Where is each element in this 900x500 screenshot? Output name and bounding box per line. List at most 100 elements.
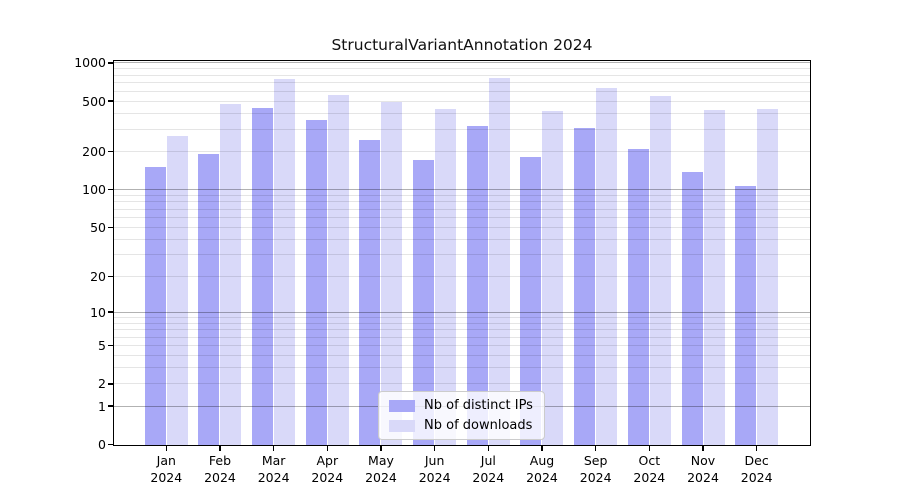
x-tick-month: Mar [261,453,286,468]
x-tick-label-jul: Jul 2024 [443,452,533,486]
x-tick-month: Aug [529,453,555,468]
y-tick-mark [108,188,114,191]
bar-downloads-apr [327,94,349,445]
x-tick-label-may: May 2024 [336,452,426,486]
bar-ips-jan [144,167,166,445]
bar-downloads-jul [488,78,510,445]
bar-ips-dec [735,185,757,445]
bar-downloads-dec [757,108,779,445]
bar-downloads-sep [596,88,618,445]
y-tick-label: 2 [98,376,106,392]
bar-downloads-nov [703,110,725,445]
y-tick-mark [108,226,114,229]
legend-item-ips: Nb of distinct IPs [389,398,544,413]
x-tick-year: 2024 [311,470,344,485]
x-tick-mark [487,445,490,451]
x-tick-label-jun: Jun 2024 [390,452,480,486]
x-tick-month: Sep [583,453,608,468]
x-tick-month: Nov [690,453,716,468]
x-tick-label-nov: Nov 2024 [658,452,748,486]
legend-item-downloads: Nb of downloads [389,418,544,433]
x-tick-month: Jun [424,453,445,468]
y-tick-mark [108,383,114,385]
x-tick-label-apr: Apr 2024 [282,452,372,486]
x-tick-label-sep: Sep 2024 [551,452,641,486]
gridline-minor [114,74,810,76]
x-tick-mark [165,445,168,451]
x-tick-year: 2024 [150,470,183,485]
x-tick-mark [541,445,543,451]
bar-ips-jun [413,159,435,445]
y-tick-mark [108,443,114,446]
y-tick-label: 5 [98,338,106,354]
x-tick-mark [594,445,597,451]
x-tick-year: 2024 [365,470,397,485]
bar-downloads-oct [649,95,671,445]
y-tick-mark [108,344,114,347]
x-tick-label-oct: Oct 2024 [604,452,694,486]
bar-ips-nov [681,172,703,445]
x-tick-month: Apr [316,453,339,468]
x-tick-mark [648,445,651,451]
chart-title: StructuralVariantAnnotation 2024 [331,36,593,54]
legend-label-ips: Nb of distinct IPs [424,398,533,413]
y-tick-mark [108,100,114,102]
y-tick-mark [108,62,114,64]
x-tick-year: 2024 [687,470,719,485]
x-tick-mark [702,445,704,451]
gridline-minor [114,100,810,102]
legend: Nb of distinct IPs Nb of downloads [378,391,545,440]
x-tick-label-jan: Jan 2024 [121,452,211,486]
x-tick-year: 2024 [526,470,558,485]
x-tick-year: 2024 [633,470,666,485]
bar-ips-aug [520,157,542,445]
plot-area [114,61,810,445]
x-tick-mark [380,445,382,451]
bar-ips-apr [305,119,327,445]
bar-downloads-jan [166,136,188,445]
y-tick-label: 1 [98,398,106,414]
x-tick-mark [433,445,436,451]
x-tick-label-feb: Feb 2024 [175,452,265,486]
gridline-minor [114,90,810,92]
y-tick-label: 200 [82,144,106,160]
x-tick-month: Jan [156,453,176,468]
x-tick-label-aug: Aug 2024 [497,452,587,486]
x-tick-label-dec: Dec 2024 [712,452,802,486]
x-tick-mark [326,445,329,451]
y-tick-mark [108,311,114,313]
gridline-minor [114,68,810,70]
x-tick-year: 2024 [472,470,505,485]
bar-downloads-aug [542,110,564,445]
y-tick-mark [108,405,114,407]
x-tick-mark [272,445,275,451]
legend-label-downloads: Nb of downloads [424,418,533,433]
y-tick-label: 50 [90,219,106,235]
gridline-major [114,62,810,64]
x-tick-month: Dec [744,453,769,468]
x-tick-year: 2024 [579,470,612,485]
bar-ips-feb [198,154,220,445]
bar-ips-jul [466,125,488,445]
y-tick-label: 500 [82,93,106,109]
bar-ips-oct [627,148,649,445]
bar-downloads-feb [220,103,242,445]
legend-swatch-downloads [389,419,415,432]
x-tick-month: Jul [480,453,496,468]
x-tick-year: 2024 [418,470,451,485]
x-tick-year: 2024 [257,470,290,485]
bar-ips-mar [252,107,274,445]
y-tick-label: 1000 [74,55,106,71]
y-tick-mark [108,150,114,153]
y-tick-label: 20 [90,268,106,284]
y-tick-label: 100 [82,182,106,198]
y-tick-mark [108,275,114,278]
x-tick-year: 2024 [740,470,773,485]
x-tick-mark [219,445,221,451]
x-tick-mark [755,445,758,451]
x-tick-label-mar: Mar 2024 [229,452,319,486]
y-tick-label: 10 [90,304,106,320]
bar-downloads-mar [274,79,296,445]
gridline-minor [114,82,810,84]
